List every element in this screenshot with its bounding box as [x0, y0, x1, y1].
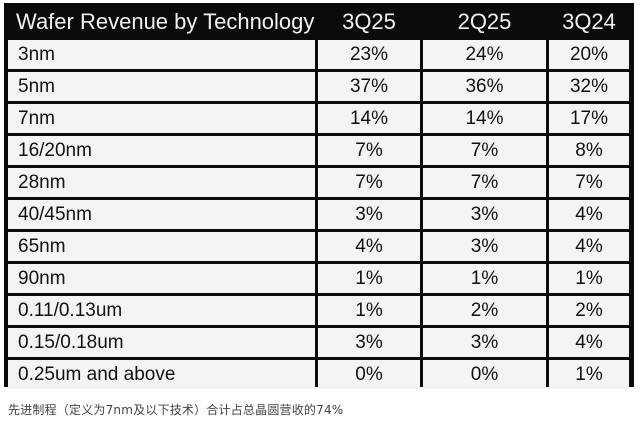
- table-cell: 7%: [423, 136, 546, 165]
- table-cell: 7%: [318, 168, 420, 197]
- row-label: 28nm: [8, 168, 315, 197]
- row-label: 0.11/0.13um: [8, 296, 315, 325]
- table-cell: 1%: [423, 264, 546, 293]
- table-cell: 2%: [549, 296, 629, 325]
- table-cell: 8%: [549, 136, 629, 165]
- row-label: 90nm: [8, 264, 315, 293]
- column-header-3q25: 3Q25: [342, 8, 396, 34]
- row-label: 7nm: [8, 104, 315, 133]
- table-cell: 23%: [318, 40, 420, 69]
- row-label: 16/20nm: [8, 136, 315, 165]
- row-label: 65nm: [8, 232, 315, 261]
- row-label: 40/45nm: [8, 200, 315, 229]
- table-cell: 2%: [423, 296, 546, 325]
- column-header-2q25: 2Q25: [457, 8, 512, 34]
- table-cell: 20%: [549, 40, 629, 69]
- table-cell: 7%: [318, 136, 420, 165]
- table-cell: 1%: [549, 264, 629, 293]
- table-cell: 14%: [423, 104, 546, 133]
- table-cell: 24%: [423, 40, 546, 69]
- table-cell: 17%: [549, 104, 629, 133]
- table-cell: 0%: [318, 360, 420, 389]
- table-cell: 14%: [318, 104, 420, 133]
- table-cell: 3%: [318, 328, 420, 357]
- revenue-table: Wafer Revenue by Technology 3Q25 2Q25 3Q…: [8, 3, 630, 392]
- row-label: 0.25um and above: [8, 360, 315, 389]
- table-cell: 7%: [423, 168, 546, 197]
- table-cell: 32%: [549, 72, 629, 101]
- table-title: Wafer Revenue by Technology: [16, 8, 315, 34]
- table-cell: 4%: [549, 328, 629, 357]
- table-cell: 1%: [318, 296, 420, 325]
- revenue-table-frame: Wafer Revenue by Technology 3Q25 2Q25 3Q…: [4, 3, 634, 389]
- row-label: 0.15/0.18um: [8, 328, 315, 357]
- table-cell: 3%: [423, 232, 546, 261]
- table-cell: 3%: [318, 200, 420, 229]
- table-cell: 3%: [423, 200, 546, 229]
- row-label: 5nm: [8, 72, 315, 101]
- table-cell: 36%: [423, 72, 546, 101]
- table-cell: 0%: [423, 360, 546, 389]
- table-cell: 1%: [549, 360, 629, 389]
- table-cell: 7%: [549, 168, 629, 197]
- table-cell: 3%: [423, 328, 546, 357]
- table-cell: 4%: [318, 232, 420, 261]
- table-cell: 4%: [549, 200, 629, 229]
- column-header-3q24: 3Q24: [562, 8, 616, 34]
- table-cell: 4%: [549, 232, 629, 261]
- caption-note: 先进制程（定义为7nm及以下技术）合计占总晶圆营收的74%: [8, 403, 344, 417]
- table-cell: 1%: [318, 264, 420, 293]
- table-cell: 37%: [318, 72, 420, 101]
- row-label: 3nm: [8, 40, 315, 69]
